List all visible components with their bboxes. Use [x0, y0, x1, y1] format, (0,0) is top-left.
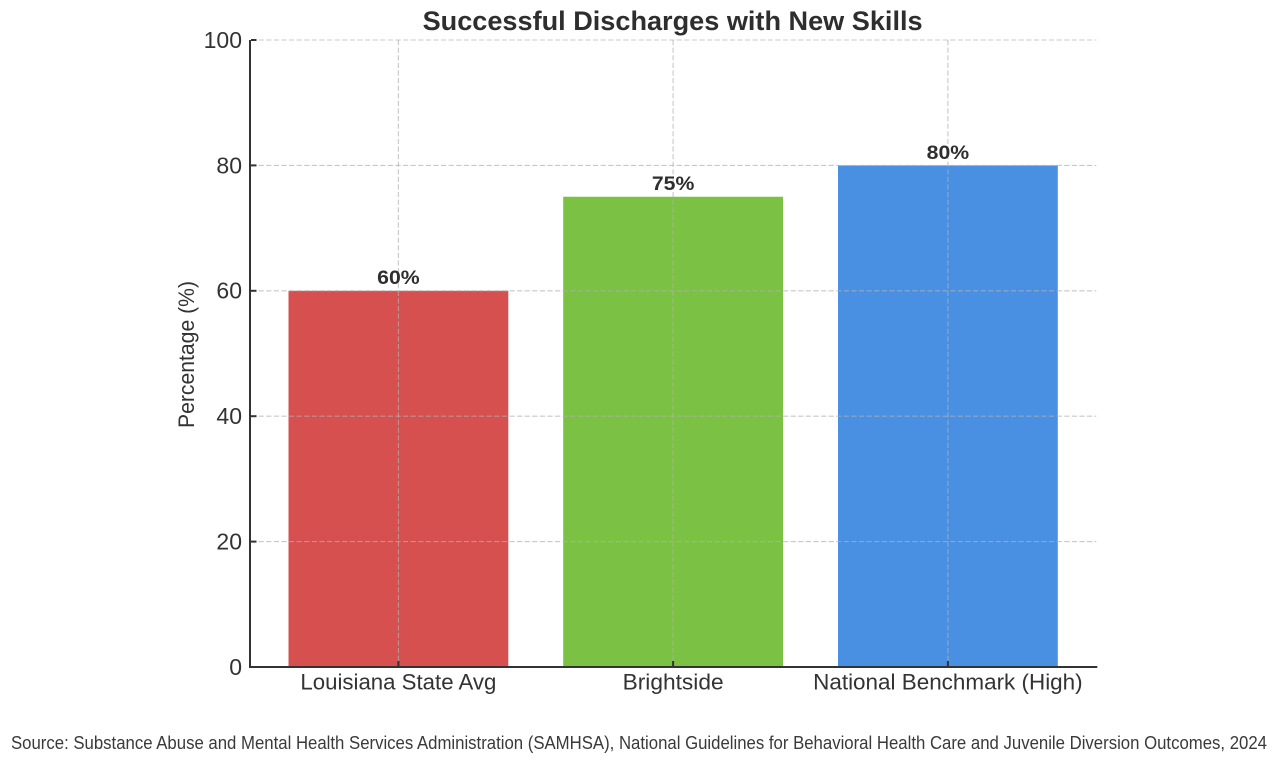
svg-text:100: 100	[204, 27, 242, 53]
svg-text:National Benchmark (High): National Benchmark (High)	[813, 669, 1083, 694]
svg-text:80: 80	[216, 152, 242, 178]
svg-text:75%: 75%	[652, 173, 695, 195]
svg-text:80%: 80%	[927, 142, 970, 164]
svg-text:Percentage (%): Percentage (%)	[174, 281, 199, 428]
svg-text:20: 20	[216, 529, 242, 555]
svg-text:0: 0	[229, 654, 242, 680]
svg-text:Louisiana State Avg: Louisiana State Avg	[300, 669, 496, 694]
svg-text:Successful Discharges with New: Successful Discharges with New Skills	[423, 6, 923, 36]
svg-text:60: 60	[216, 278, 242, 304]
svg-text:Source: Substance Abuse and Me: Source: Substance Abuse and Mental Healt…	[11, 733, 1267, 753]
svg-text:40: 40	[216, 403, 242, 429]
svg-text:Brightside: Brightside	[623, 669, 724, 694]
svg-text:60%: 60%	[377, 267, 420, 289]
